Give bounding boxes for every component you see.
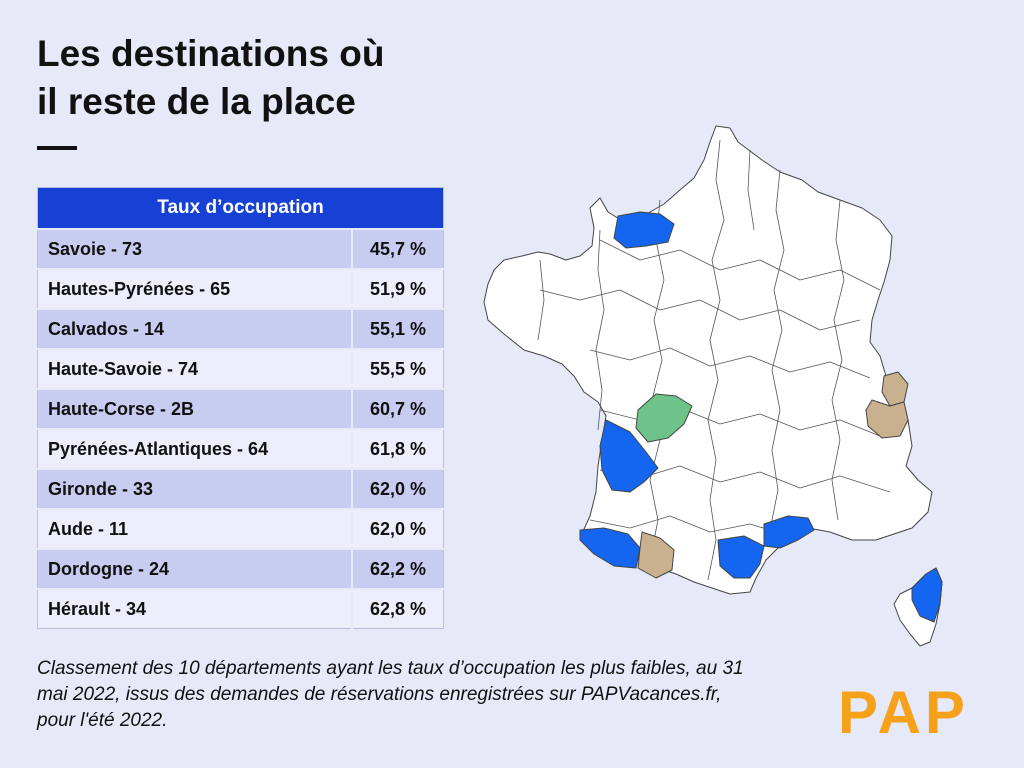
mainland-outline — [483, 125, 933, 595]
dordogne-dept — [635, 393, 693, 443]
aude-dept — [717, 535, 765, 579]
table-row: Pyrénées-Atlantiques - 64 61,8 % — [37, 428, 444, 469]
department-label: Pyrénées-Atlantiques - 64 — [37, 428, 352, 469]
herault-dept — [763, 515, 815, 549]
title-dash — [37, 146, 77, 150]
department-label: Haute-Corse - 2B — [37, 388, 352, 429]
table-row: Dordogne - 24 62,2 % — [37, 548, 444, 589]
occupancy-value: 55,5 % — [351, 348, 444, 389]
table-row: Calvados - 14 55,1 % — [37, 308, 444, 349]
occupancy-value: 62,8 % — [351, 588, 444, 629]
table-row: Haute-Corse - 2B 60,7 % — [37, 388, 444, 429]
footnote-caption: Classement des 10 départements ayant les… — [37, 658, 744, 731]
department-label: Haute-Savoie - 74 — [37, 348, 352, 389]
table-header-row: Taux d’occupation — [37, 187, 444, 229]
table-row: Hautes-Pyrénées - 65 51,9 % — [37, 268, 444, 309]
table-row: Gironde - 33 62,0 % — [37, 468, 444, 509]
table-row: Hérault - 34 62,8 % — [37, 588, 444, 629]
occupancy-value: 55,1 % — [351, 308, 444, 349]
department-label: Dordogne - 24 — [37, 548, 352, 589]
title-line-1: Les destinations où — [37, 33, 385, 74]
hautes-pyrenees-dept — [637, 531, 675, 579]
pap-logo: PAP — [838, 679, 969, 746]
department-label: Hautes-Pyrénées - 65 — [37, 268, 352, 309]
france-map — [483, 125, 943, 647]
department-label: Aude - 11 — [37, 508, 352, 549]
pyrenees-atlantiques-dept — [579, 527, 641, 569]
occupancy-value: 51,9 % — [351, 268, 444, 309]
department-label: Savoie - 73 — [37, 228, 352, 269]
savoie-dept — [865, 399, 909, 439]
table-row: Aude - 11 62,0 % — [37, 508, 444, 549]
occupancy-value: 62,0 % — [351, 508, 444, 549]
occupancy-value: 62,2 % — [351, 548, 444, 589]
calvados-dept — [613, 211, 675, 249]
table-header: Taux d’occupation — [37, 187, 444, 229]
occupancy-value: 60,7 % — [351, 388, 444, 429]
occupancy-table: Taux d’occupation Savoie - 73 45,7 % Haute… — [37, 187, 444, 629]
occupancy-value: 45,7 % — [351, 228, 444, 269]
haute-corse-dept — [911, 567, 943, 623]
page-title: Les destinations où il reste de la place — [37, 30, 384, 126]
table-body: Savoie - 73 45,7 % Hautes-Pyrénées - 65 51,… — [37, 228, 444, 629]
department-label: Calvados - 14 — [37, 308, 352, 349]
table-row: Savoie - 73 45,7 % — [37, 228, 444, 269]
title-line-2: il reste de la place — [37, 81, 356, 122]
occupancy-value: 62,0 % — [351, 468, 444, 509]
department-label: Hérault - 34 — [37, 588, 352, 629]
gironde-dept — [599, 419, 659, 493]
table-row: Haute-Savoie - 74 55,5 % — [37, 348, 444, 389]
occupancy-value: 61,8 % — [351, 428, 444, 469]
department-label: Gironde - 33 — [37, 468, 352, 509]
